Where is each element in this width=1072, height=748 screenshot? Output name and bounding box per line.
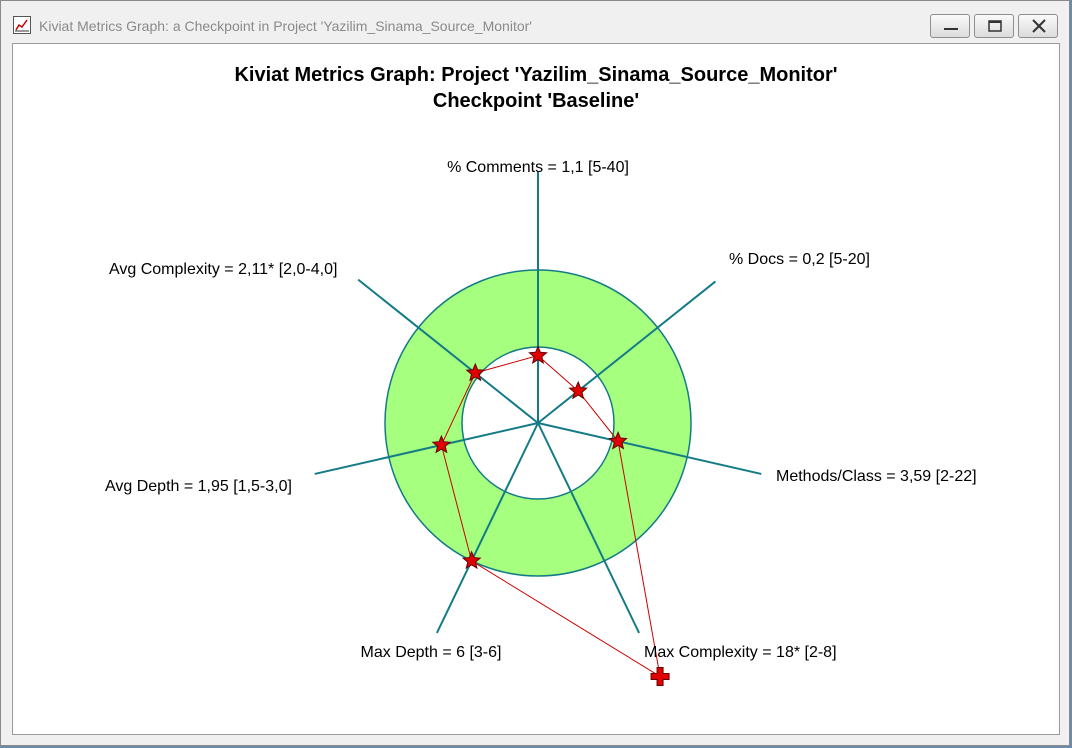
value-polygon: [440, 355, 661, 678]
kiviat-chart: % Comments = 1,1 [5-40] % Docs = 0,2 [5-2…: [105, 159, 977, 686]
axis-label: Methods/Class = 3,59 [2-22]: [776, 468, 977, 485]
axis-label: % Comments = 1,1 [5-40]: [447, 159, 629, 176]
chart-title-block: Kiviat Metrics Graph: Project 'Yazilim_S…: [13, 62, 1059, 114]
minimize-icon: [944, 28, 958, 30]
normal-range-band: [384, 269, 692, 577]
marker-max-depth: [461, 550, 482, 570]
marker-docs: [568, 380, 588, 400]
window-title: Kiviat Metrics Graph: a Checkpoint in Pr…: [39, 18, 532, 34]
marker-avg-depth: [431, 434, 452, 454]
axis-label: Max Depth = 6 [3-6]: [361, 644, 502, 661]
axis-label: Max Complexity = 18* [2-8]: [644, 644, 837, 661]
minimize-button[interactable]: [930, 14, 970, 38]
axis-label: Avg Complexity = 2,11* [2,0-4,0]: [109, 261, 337, 278]
marker-max-complexity: [650, 666, 670, 686]
title-bar[interactable]: Kiviat Metrics Graph: a Checkpoint in Pr…: [1, 1, 1069, 43]
axis-max-complexity: [537, 422, 640, 634]
chart-title: Kiviat Metrics Graph: Project 'Yazilim_S…: [234, 64, 838, 86]
marker-methods-class: [608, 430, 628, 450]
axis-avg-complexity: [357, 278, 539, 424]
marker-avg-complexity: [465, 362, 486, 382]
axis-max-depth: [436, 422, 539, 634]
chart-icon[interactable]: [13, 16, 31, 34]
axis-docs: [537, 280, 717, 424]
marker-comments: [528, 345, 548, 364]
maximize-button[interactable]: [974, 14, 1014, 38]
axis-label: % Docs = 0,2 [5-20]: [729, 251, 870, 268]
close-button[interactable]: [1018, 14, 1058, 38]
maximize-icon: [988, 20, 1002, 32]
axis-methods-class: [537, 422, 762, 475]
axis-avg-depth: [314, 422, 539, 475]
axis-label: Avg Depth = 1,95 [1,5-3,0]: [105, 478, 292, 495]
chart-subtitle: Checkpoint 'Baseline': [432, 90, 640, 112]
close-icon: [1032, 19, 1046, 33]
chart-area: Kiviat Metrics Graph: Project 'Yazilim_S…: [12, 43, 1060, 735]
